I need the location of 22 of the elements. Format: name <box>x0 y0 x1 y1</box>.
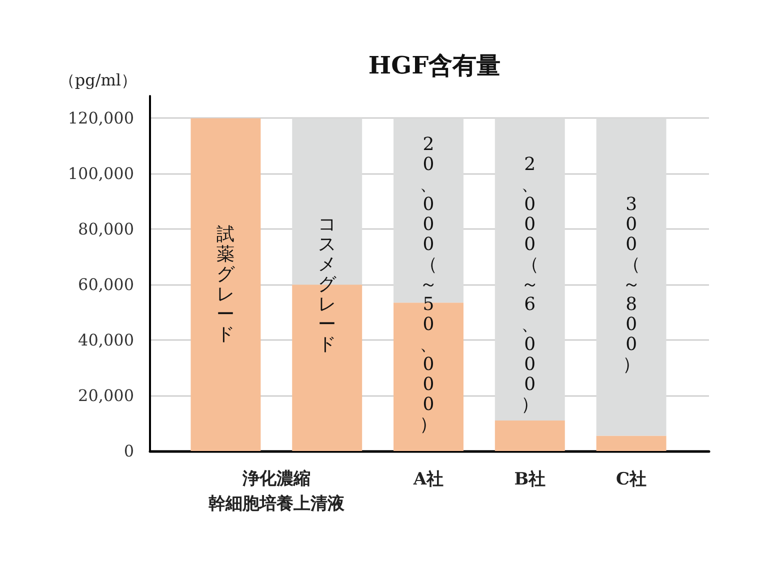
bar <box>596 436 666 451</box>
y-tick-label: 0 <box>124 442 134 460</box>
text: 300（～800） <box>622 194 640 375</box>
chart-title: HGF含有量 <box>368 50 501 80</box>
text: 20、000（～50、000） <box>420 134 438 435</box>
y-tick-label: 40,000 <box>78 330 134 350</box>
y-tick-label: 20,000 <box>78 386 134 406</box>
y-tick-label: 100,000 <box>68 164 134 184</box>
bar <box>190 118 261 451</box>
data-label: コスメグレード <box>318 214 337 355</box>
data-label: 試薬グレード <box>216 224 236 345</box>
y-tick-label: 80,000 <box>78 220 134 239</box>
text: 浄化濃縮 <box>242 468 310 491</box>
x-tick-label: C社 <box>616 470 647 490</box>
bar <box>494 420 565 451</box>
x-tick-label: A社 <box>412 470 444 490</box>
text: 2、000（～6、000） <box>520 154 539 415</box>
y-tick-label: 120,000 <box>68 108 134 128</box>
y-axis-title: （pg/ml） <box>58 70 137 90</box>
y-tick-label: 60,000 <box>78 275 134 294</box>
x-tick-label: B社 <box>514 470 546 490</box>
text: 幹細胞培養上清液 <box>208 493 344 516</box>
